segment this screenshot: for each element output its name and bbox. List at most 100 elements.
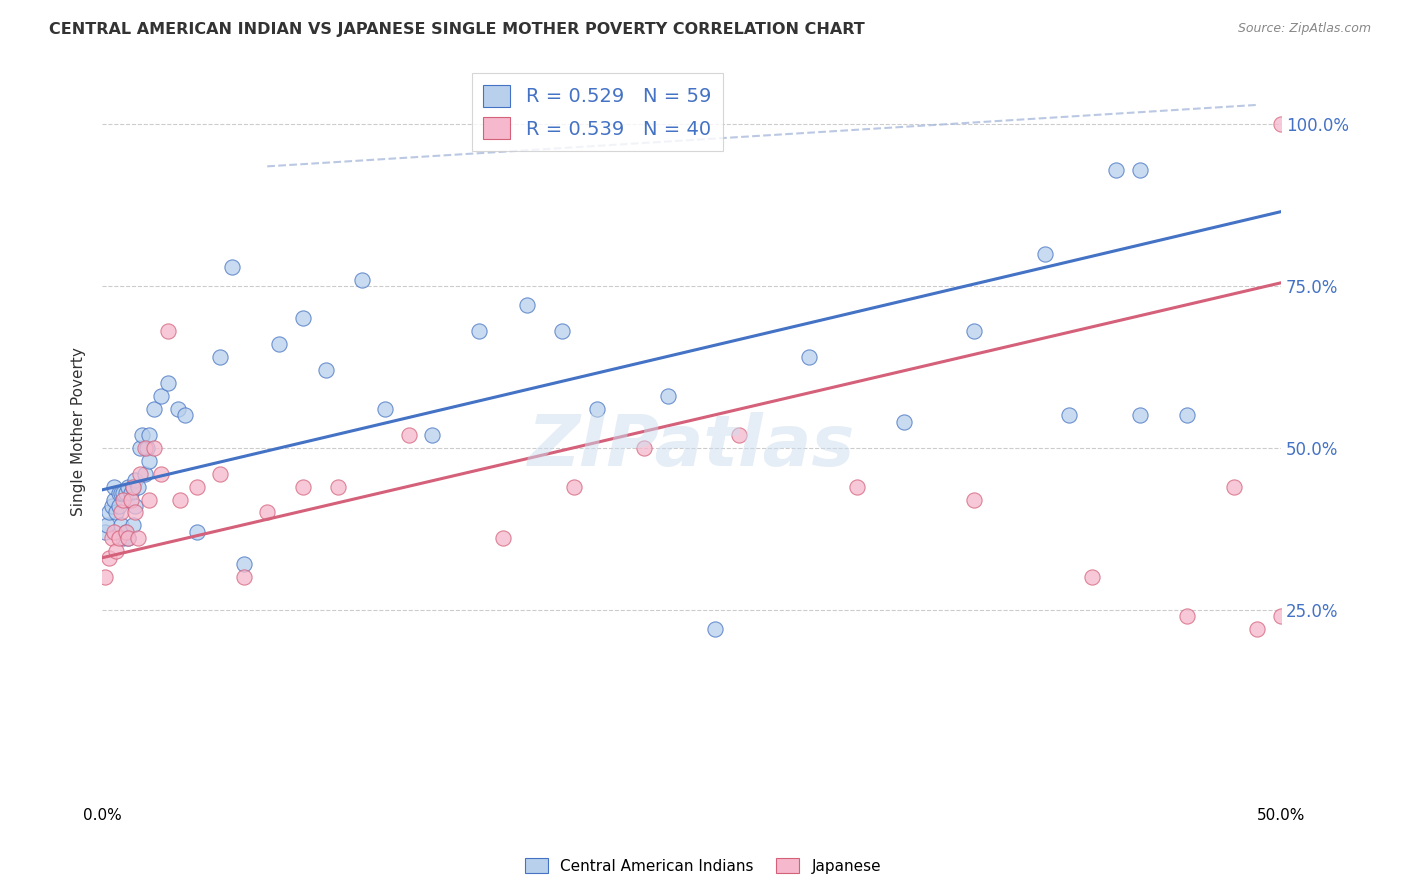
- Point: [1270, 609, 1292, 624]
- Point: [93, 524, 115, 539]
- Point: [98, 506, 121, 520]
- Point: [129, 441, 152, 455]
- Point: [1128, 162, 1150, 177]
- Point: [468, 324, 491, 338]
- Point: [110, 506, 132, 520]
- Point: [350, 272, 373, 286]
- Point: [138, 454, 160, 468]
- Point: [1223, 480, 1246, 494]
- Point: [114, 486, 136, 500]
- Point: [173, 409, 195, 423]
- Point: [117, 480, 139, 494]
- Point: [516, 298, 538, 312]
- Point: [492, 532, 515, 546]
- Point: [138, 492, 160, 507]
- Point: [136, 441, 159, 455]
- Point: [1033, 246, 1056, 260]
- Text: Source: ZipAtlas.com: Source: ZipAtlas.com: [1237, 22, 1371, 36]
- Point: [121, 480, 143, 494]
- Point: [93, 570, 115, 584]
- Point: [209, 467, 232, 481]
- Point: [232, 570, 254, 584]
- Point: [100, 499, 122, 513]
- Point: [103, 480, 125, 494]
- Point: [110, 486, 132, 500]
- Point: [586, 401, 609, 416]
- Point: [117, 532, 139, 546]
- Point: [107, 499, 129, 513]
- Point: [150, 389, 173, 403]
- Point: [107, 486, 129, 500]
- Point: [157, 324, 180, 338]
- Point: [267, 337, 290, 351]
- Legend: R = 0.529   N = 59, R = 0.539   N = 40: R = 0.529 N = 59, R = 0.539 N = 40: [471, 73, 723, 151]
- Point: [1175, 609, 1198, 624]
- Point: [121, 518, 143, 533]
- Point: [1128, 409, 1150, 423]
- Point: [1270, 117, 1292, 131]
- Point: [291, 480, 314, 494]
- Point: [232, 558, 254, 572]
- Point: [420, 427, 443, 442]
- Point: [209, 350, 232, 364]
- Point: [134, 441, 156, 455]
- Point: [799, 350, 821, 364]
- Point: [114, 524, 136, 539]
- Point: [704, 622, 727, 636]
- Point: [256, 506, 278, 520]
- Point: [105, 506, 128, 520]
- Point: [120, 486, 142, 500]
- Point: [893, 415, 915, 429]
- Point: [124, 506, 146, 520]
- Point: [727, 427, 749, 442]
- Point: [221, 260, 243, 274]
- Point: [1105, 162, 1128, 177]
- Text: CENTRAL AMERICAN INDIAN VS JAPANESE SINGLE MOTHER POVERTY CORRELATION CHART: CENTRAL AMERICAN INDIAN VS JAPANESE SING…: [49, 22, 865, 37]
- Point: [114, 524, 136, 539]
- Point: [169, 492, 191, 507]
- Point: [1081, 570, 1104, 584]
- Point: [134, 467, 156, 481]
- Point: [98, 550, 121, 565]
- Point: [657, 389, 679, 403]
- Point: [124, 499, 146, 513]
- Point: [103, 492, 125, 507]
- Legend: Central American Indians, Japanese: Central American Indians, Japanese: [519, 852, 887, 880]
- Point: [963, 324, 986, 338]
- Point: [127, 480, 149, 494]
- Point: [166, 401, 188, 416]
- Point: [1175, 409, 1198, 423]
- Point: [291, 311, 314, 326]
- Point: [121, 480, 143, 494]
- Point: [326, 480, 349, 494]
- Point: [157, 376, 180, 390]
- Point: [100, 532, 122, 546]
- Point: [633, 441, 655, 455]
- Point: [129, 467, 152, 481]
- Point: [315, 363, 337, 377]
- Point: [551, 324, 574, 338]
- Point: [845, 480, 868, 494]
- Point: [103, 524, 125, 539]
- Point: [143, 401, 166, 416]
- Point: [186, 480, 208, 494]
- Point: [107, 532, 129, 546]
- Point: [150, 467, 173, 481]
- Point: [1057, 409, 1080, 423]
- Point: [143, 441, 166, 455]
- Point: [117, 532, 139, 546]
- Point: [112, 486, 135, 500]
- Point: [186, 524, 208, 539]
- Point: [562, 480, 585, 494]
- Point: [963, 492, 986, 507]
- Point: [96, 518, 118, 533]
- Point: [138, 427, 160, 442]
- Point: [105, 544, 128, 558]
- Point: [124, 473, 146, 487]
- Point: [374, 401, 396, 416]
- Point: [127, 532, 149, 546]
- Point: [110, 518, 132, 533]
- Point: [1246, 622, 1268, 636]
- Point: [120, 492, 142, 507]
- Point: [398, 427, 420, 442]
